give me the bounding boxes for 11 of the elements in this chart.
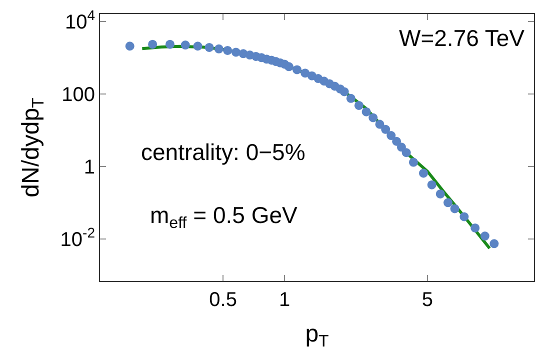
annotation: m$_{eff}$ = 0.5 GeV xyxy=(150,202,298,232)
y-tick-label: 10$^{-2}$ xyxy=(60,224,96,251)
y-tick-label: 10$^{4}$ xyxy=(64,7,96,34)
y-tick-label: 1 xyxy=(84,156,95,178)
annotation: W=2.76 TeV xyxy=(399,25,526,51)
y-tick-label: 100 xyxy=(62,84,95,106)
annotation: centrality: 0−5% xyxy=(141,139,306,165)
x-tick-label: 5 xyxy=(422,289,434,311)
x-tick-label: 0.5 xyxy=(209,289,237,311)
x-axis-title: p$_{T}$ xyxy=(305,320,329,350)
x-tick-label: 1 xyxy=(279,289,290,311)
